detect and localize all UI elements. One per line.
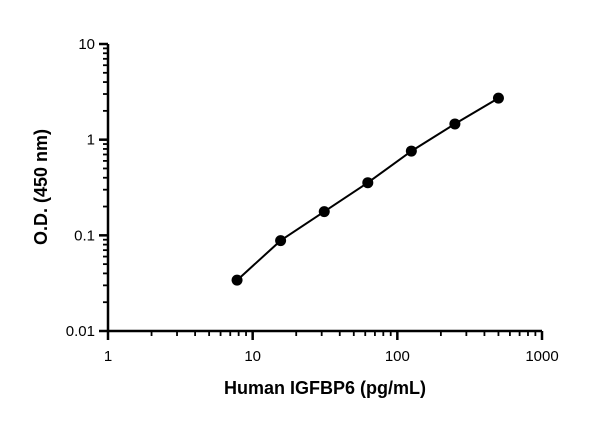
y-tick-label: 1 <box>87 132 95 149</box>
data-point <box>449 118 461 130</box>
y-tick-label: 0.01 <box>66 323 95 340</box>
data-point <box>362 177 374 189</box>
x-tick-label: 100 <box>385 348 410 365</box>
x-tick-label: 1 <box>104 348 112 365</box>
tick-labels: 1 10 100 1000 0.01 0.1 1 10 <box>66 36 559 365</box>
tick-marks <box>99 42 544 340</box>
data-point <box>405 145 417 157</box>
data-point <box>275 235 287 247</box>
x-axis-title: Human IGFBP6 (pg/mL) <box>224 378 426 398</box>
axes <box>106 44 542 333</box>
y-tick-label: 0.1 <box>74 227 95 244</box>
x-tick-label: 10 <box>244 348 261 365</box>
data-point <box>318 206 330 218</box>
y-axis-title: O.D. (450 nm) <box>31 129 51 245</box>
data-point <box>231 274 243 286</box>
plot-area <box>231 92 504 286</box>
x-tick-label: 1000 <box>525 348 558 365</box>
data-point <box>492 92 504 104</box>
y-tick-label: 10 <box>78 36 95 53</box>
